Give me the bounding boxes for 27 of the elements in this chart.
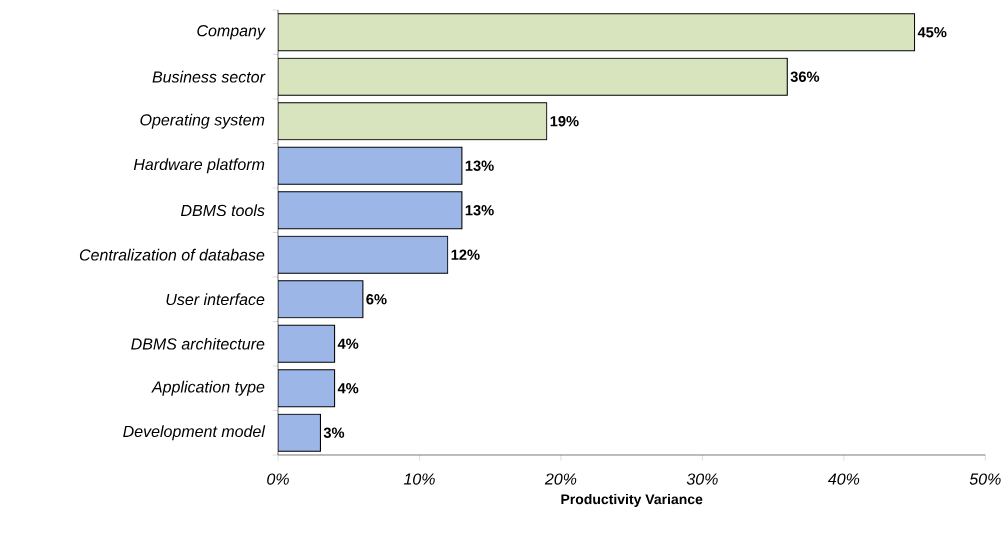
data-label: 4% <box>337 383 359 394</box>
data-label: 36% <box>790 71 820 82</box>
y-tick-label: User interface <box>166 293 265 306</box>
y-tick-label: Operating system <box>140 113 265 129</box>
y-tick-label: Centralization of database <box>79 248 265 261</box>
data-label: 6% <box>366 294 387 305</box>
x-axis-title: Productivity Variance <box>561 493 703 507</box>
y-tick-label: Business sector <box>152 70 266 83</box>
y-tick-label: DBMS tools <box>180 204 265 217</box>
x-tick-label: 30% <box>686 473 718 485</box>
y-tick-label: DBMS architecture <box>131 337 265 350</box>
y-tick-label: Development model <box>123 425 266 441</box>
y-tick-label: Application type <box>151 380 265 396</box>
y-tick-label: Company <box>197 25 266 40</box>
x-tick-label: 10% <box>403 473 435 485</box>
data-label: 19% <box>550 116 579 127</box>
x-tick-label: 40% <box>827 473 860 485</box>
data-label: 3% <box>323 427 345 438</box>
data-label: 12% <box>451 249 480 260</box>
data-label: 4% <box>337 338 359 349</box>
data-label: 45% <box>917 27 947 38</box>
x-tick-label: 0% <box>267 473 289 485</box>
x-tick-label: 50% <box>969 473 1001 485</box>
y-tick-label: Hardware platform <box>133 158 265 174</box>
x-tick-label: 20% <box>544 473 577 485</box>
data-label: 13% <box>465 160 494 171</box>
data-label: 13% <box>465 205 494 216</box>
